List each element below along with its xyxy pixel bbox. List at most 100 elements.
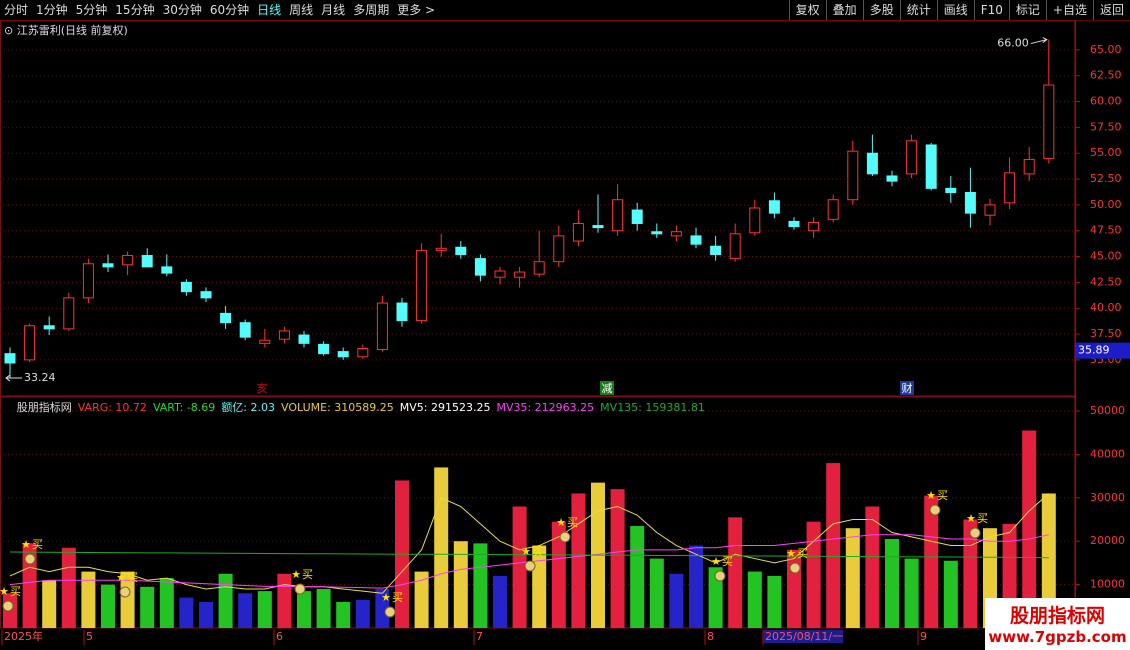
y-tick-label: 47.50 — [1090, 224, 1122, 237]
tool-button[interactable]: 画线 — [936, 0, 974, 20]
y-tick-label: 57.50 — [1090, 120, 1122, 133]
candle-body — [259, 339, 271, 344]
candle-body — [572, 222, 584, 242]
y-tick-label: 60.00 — [1090, 95, 1122, 108]
date-label: 2025年 — [4, 629, 43, 643]
candle-body — [866, 152, 878, 175]
period-tab[interactable]: 30分钟 — [162, 3, 202, 17]
volume-bar — [1041, 493, 1056, 628]
buy-signal: 买 — [532, 545, 543, 558]
volume-bar — [316, 588, 331, 628]
tool-button[interactable]: F10 — [973, 0, 1009, 20]
volume-bar — [963, 519, 978, 628]
period-tab[interactable]: 60分钟 — [209, 3, 250, 17]
volume-header: ⊙ 股朋指标网 VARG: 10.72 VART: -8.69 额亿: 2.03 VOL… — [4, 401, 705, 414]
price-title: 江苏雷利(日线 前复权) — [16, 24, 128, 37]
volume-bar — [610, 489, 625, 628]
candle-body — [200, 291, 212, 299]
volume-bar — [238, 593, 253, 628]
y-tick-label: 30000 — [1090, 491, 1125, 504]
volume-bar — [179, 597, 194, 628]
volume-bar — [845, 528, 860, 628]
volume-bar — [826, 463, 841, 628]
tool-button[interactable]: 多股 — [862, 0, 900, 20]
tool-button[interactable]: +自选 — [1045, 0, 1093, 20]
candle-body — [592, 225, 604, 229]
money-bag — [384, 606, 396, 618]
candle-body — [161, 266, 173, 274]
watermark-url: www.7gpzb.com — [988, 628, 1127, 646]
volume-bar — [708, 567, 723, 628]
candle-body — [1023, 158, 1035, 175]
candle-body — [416, 249, 428, 322]
candle-body — [906, 140, 918, 175]
volume-bar — [787, 549, 801, 628]
date-label: 8 — [707, 630, 714, 643]
candle-body — [847, 150, 859, 201]
price-marker-box — [1076, 342, 1130, 359]
candle-body — [396, 302, 408, 322]
buy-star: ★ — [291, 568, 301, 581]
y-tick-label: 10000 — [1090, 578, 1125, 591]
volume-bar — [571, 493, 586, 628]
buy-star: ★ — [711, 555, 721, 568]
date-label: 2025/08/11/一 — [765, 630, 843, 643]
candle-body — [651, 231, 663, 235]
date-box — [763, 630, 843, 643]
volume-bar — [943, 560, 958, 628]
period-tab[interactable]: 多周期 — [353, 3, 390, 17]
candle-body — [494, 270, 506, 278]
tool-button[interactable]: 统计 — [899, 0, 937, 20]
volume-bar — [257, 591, 272, 628]
candle-body — [925, 144, 937, 189]
period-tab[interactable]: 日线 — [257, 3, 282, 17]
volume-bar — [199, 601, 213, 628]
volume-bar — [512, 506, 527, 628]
y-tick-label: 52.50 — [1090, 172, 1122, 185]
volume-bar — [159, 578, 174, 628]
low-arrow — [5, 374, 22, 382]
tool-buttons: 复权 叠加 多股 统计 画线 F10 标记 +自选 返回 — [788, 0, 1130, 20]
date-label: 7 — [476, 630, 483, 643]
candle-body — [964, 191, 976, 214]
candle-body — [141, 255, 153, 268]
period-tab[interactable]: 15分钟 — [115, 3, 155, 17]
period-tab[interactable]: 更多 > — [397, 3, 436, 17]
candle-body — [318, 343, 330, 355]
volume-bar — [551, 521, 566, 628]
buy-star: ★ — [21, 538, 31, 551]
period-tab[interactable]: 月线 — [321, 3, 346, 17]
volume-bar — [649, 558, 664, 628]
candle-body — [4, 353, 16, 364]
candle-body — [553, 235, 565, 263]
period-tab[interactable]: 1分钟 — [36, 3, 68, 17]
toolbar: 分时 1分钟 5分钟 15分钟 30分钟 60分钟 日线 周线 月线 多周期 更多 > 复权 叠加 多股统… — [0, 0, 1130, 21]
period-tab[interactable]: 分时 — [4, 3, 29, 17]
candle-body — [82, 263, 94, 299]
money-bag — [24, 553, 36, 565]
volume-bar — [434, 467, 449, 628]
money-bag — [714, 570, 726, 582]
volume-bar — [140, 586, 155, 628]
indicator-value: MV5: 291523.25 — [399, 401, 491, 414]
candle-body — [435, 247, 447, 251]
volume-bar — [120, 571, 135, 628]
tool-button[interactable]: 叠加 — [825, 0, 863, 20]
watermark-title: 股朋指标网 — [1009, 605, 1105, 627]
y-tick-label: 42.50 — [1090, 275, 1122, 288]
tool-button[interactable]: 返回 — [1092, 0, 1130, 20]
volume-bar — [630, 526, 645, 628]
tool-button[interactable]: 复权 — [788, 0, 826, 20]
candle-body — [749, 207, 761, 234]
tool-button[interactable]: 标记 — [1008, 0, 1046, 20]
y-tick-label: 55.00 — [1090, 146, 1122, 159]
volume-bar — [924, 495, 939, 628]
y-tick-label: 20000 — [1090, 534, 1125, 547]
candle-body — [1004, 172, 1016, 204]
money-bag — [929, 504, 941, 516]
high-arrow — [1030, 37, 1048, 45]
period-tab[interactable]: 5分钟 — [75, 3, 108, 17]
period-tab[interactable]: 周线 — [289, 3, 314, 17]
